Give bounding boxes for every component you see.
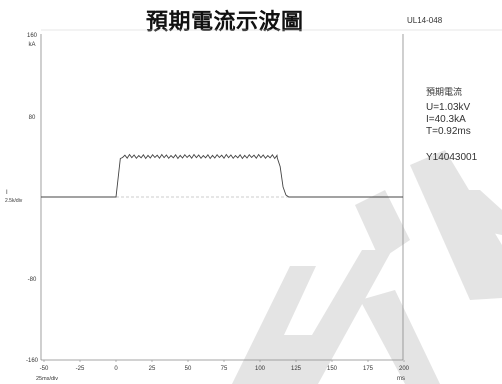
x-unit-label: ms [397, 376, 405, 382]
x-tick-label: 25 [149, 366, 156, 372]
x-tick-label: 0 [114, 366, 118, 372]
channel-scale-label: 2.5k/div [5, 198, 23, 204]
x-scale-label: 25ms/div [36, 376, 58, 382]
series-layer [41, 155, 403, 198]
series-line-current [41, 155, 403, 198]
y-tick-label: -160 [26, 358, 39, 364]
serial-number: Y14043001 [426, 152, 502, 164]
y-tick-label: -80 [28, 277, 37, 283]
time-value: T=0.92ms [426, 126, 502, 138]
x-tick-label: 100 [255, 366, 266, 372]
y-tick-label: 80 [29, 115, 36, 121]
channel-label: I [6, 190, 8, 196]
x-tick-label: 175 [363, 366, 374, 372]
x-tick-label: -25 [76, 366, 85, 372]
x-tick-label: -50 [40, 366, 49, 372]
voltage-value: U=1.03kV [426, 102, 502, 114]
info-panel: 預期電流 U=1.03kV I=40.3kA T=0.92ms Y1404300… [426, 86, 502, 164]
y-unit-label: kA [28, 42, 35, 48]
current-value: I=40.3kA [426, 114, 502, 126]
x-tick-label: 75 [221, 366, 228, 372]
x-tick-label: 125 [291, 366, 302, 372]
plot-frame [41, 30, 502, 360]
x-tick-label: 50 [185, 366, 192, 372]
info-label: 預期電流 [426, 86, 502, 98]
x-tick-label: 200 [399, 366, 410, 372]
y-tick-label: 160 [27, 33, 38, 39]
x-tick-label: 150 [327, 366, 338, 372]
axis-ticks: 160 80 -80 -160 kA I 2.5k/div -50 -25 0 25 50 75 100 1… [5, 33, 410, 382]
